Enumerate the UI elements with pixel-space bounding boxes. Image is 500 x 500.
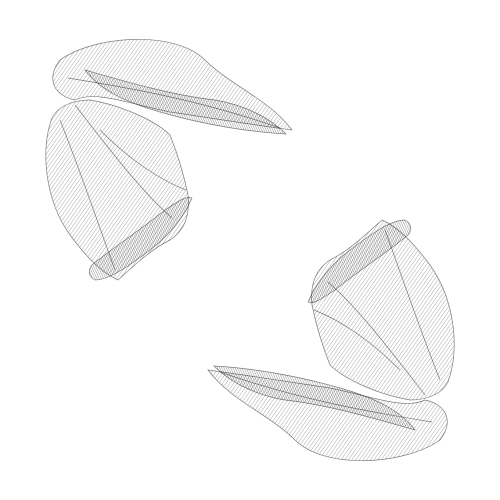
upper-contour-d [67, 77, 281, 129]
upper-left-ribbon-form [45, 39, 293, 281]
lower-contour-a [384, 229, 441, 381]
lower-right-ribbon-form [207, 219, 455, 461]
lower-contour-b [327, 281, 426, 396]
upper-contour-c [99, 129, 187, 191]
lower-fold [213, 365, 416, 431]
upper-contour-a [59, 119, 116, 271]
lower-contour-c [313, 309, 401, 371]
lower-upper-curl [307, 219, 412, 304]
upper-fold [84, 69, 287, 135]
upper-lower-curl [88, 196, 193, 281]
lower-contour-d [219, 371, 433, 423]
upper-contour-b [74, 104, 173, 219]
